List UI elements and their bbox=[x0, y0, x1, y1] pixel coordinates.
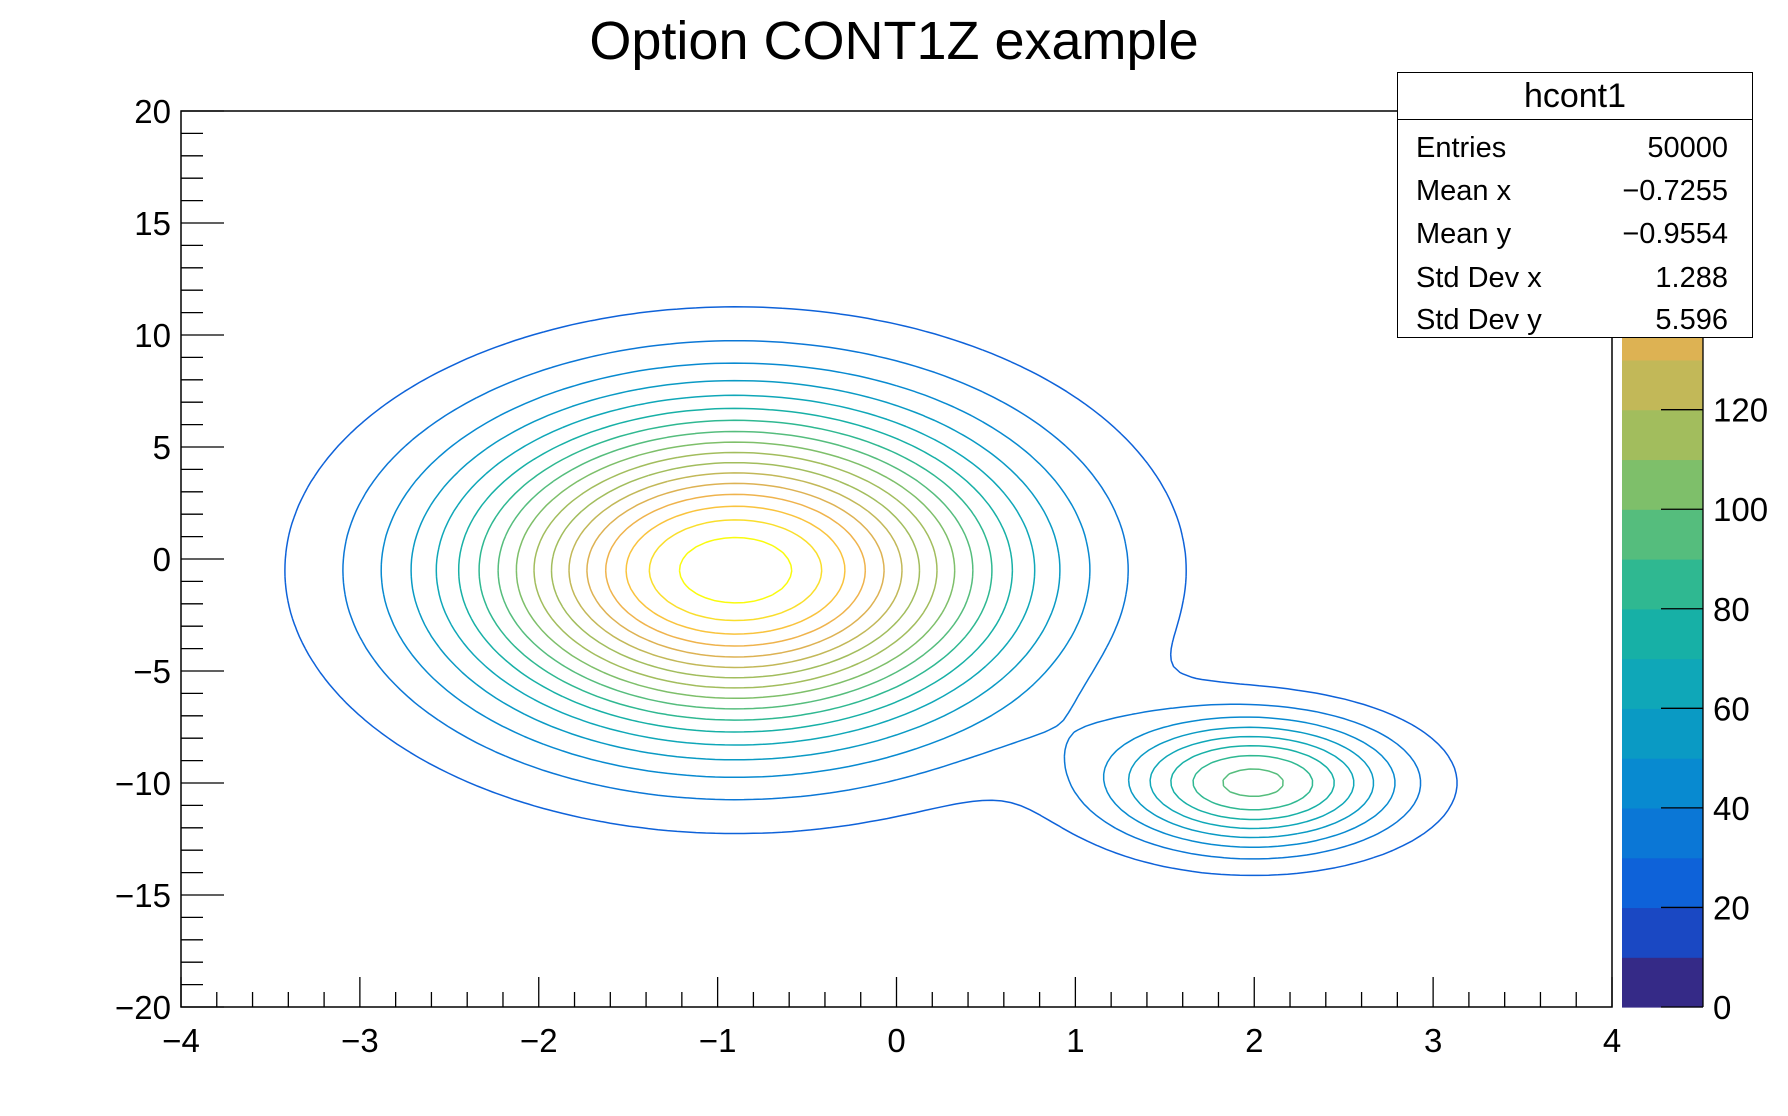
stats-box: hcont1 Entries 50000 Mean x −0.7255 Mean… bbox=[1397, 72, 1753, 338]
contour-level bbox=[284, 306, 1458, 877]
contour-level bbox=[410, 379, 1375, 839]
palette-band bbox=[1622, 907, 1703, 958]
x-tick-label: −2 bbox=[520, 1022, 558, 1059]
stats-row-entries: Entries 50000 bbox=[1416, 127, 1728, 169]
palette-band bbox=[1622, 708, 1703, 759]
contour-level bbox=[515, 441, 956, 700]
x-tick-label: 0 bbox=[887, 1022, 905, 1059]
contour-level bbox=[478, 419, 1314, 811]
z-tick-label: 40 bbox=[1713, 790, 1750, 827]
contour-lines bbox=[284, 306, 1458, 877]
contour-level bbox=[625, 505, 846, 635]
stats-value: 1.288 bbox=[1655, 262, 1728, 294]
contour-level bbox=[457, 407, 1335, 821]
palette-band bbox=[1622, 559, 1703, 610]
z-axis: 0 20 40 60 80 100 120 bbox=[1661, 110, 1768, 1026]
x-tick-label: 1 bbox=[1066, 1022, 1084, 1059]
stats-label: Entries bbox=[1416, 132, 1507, 164]
palette-band bbox=[1622, 857, 1703, 909]
stats-row-mean-y: Mean y −0.9554 bbox=[1416, 213, 1728, 255]
y-tick-label: −15 bbox=[115, 877, 171, 914]
z-tick-label: 20 bbox=[1713, 889, 1750, 926]
contour-level bbox=[648, 519, 823, 622]
palette-band bbox=[1622, 957, 1703, 1008]
contour-level bbox=[550, 461, 921, 679]
palette-band bbox=[1622, 758, 1703, 809]
stats-row-std-x: Std Dev x 1.288 bbox=[1416, 257, 1728, 299]
palette-band bbox=[1622, 459, 1703, 510]
y-tick-label: −5 bbox=[133, 653, 171, 690]
x-tick-label: −3 bbox=[341, 1022, 379, 1059]
stats-value: 5.596 bbox=[1655, 304, 1728, 336]
x-tick-label: −4 bbox=[162, 1022, 200, 1059]
stats-row-mean-x: Mean x −0.7255 bbox=[1416, 170, 1728, 212]
contour-level bbox=[533, 451, 938, 689]
contour-level bbox=[678, 536, 793, 604]
z-tick-label: 120 bbox=[1713, 392, 1768, 429]
x-tick-label: −1 bbox=[699, 1022, 737, 1059]
x-tick-label: 2 bbox=[1245, 1022, 1263, 1059]
stats-label: Mean y bbox=[1416, 218, 1512, 250]
stats-value: −0.7255 bbox=[1622, 175, 1728, 207]
palette-band bbox=[1622, 608, 1703, 660]
stats-value: −0.9554 bbox=[1622, 218, 1728, 250]
contour-level bbox=[435, 394, 1355, 830]
stats-label: Mean x bbox=[1416, 175, 1512, 207]
contour-level bbox=[568, 472, 903, 669]
z-tick-label: 100 bbox=[1713, 491, 1768, 528]
contour-level bbox=[342, 339, 1422, 860]
y-axis: −20 −15 −10 −5 0 5 10 15 20 bbox=[115, 93, 224, 1026]
y-tick-label: 0 bbox=[153, 541, 171, 578]
stats-label: Std Dev y bbox=[1416, 304, 1542, 336]
y-tick-label: 5 bbox=[153, 429, 171, 466]
palette-band bbox=[1622, 359, 1703, 411]
palette-band bbox=[1622, 509, 1703, 560]
contour-level bbox=[497, 430, 1284, 798]
stats-label: Std Dev x bbox=[1416, 262, 1542, 294]
palette-band bbox=[1622, 807, 1703, 859]
contour-level bbox=[586, 482, 885, 658]
stats-row-std-y: Std Dev y 5.596 bbox=[1416, 299, 1728, 341]
y-tick-label: 20 bbox=[134, 93, 171, 130]
y-tick-label: 15 bbox=[134, 205, 171, 242]
x-tick-label: 4 bbox=[1603, 1022, 1621, 1059]
y-tick-label: −20 bbox=[115, 989, 171, 1026]
z-tick-label: 0 bbox=[1713, 989, 1731, 1026]
y-tick-label: −10 bbox=[115, 765, 171, 802]
stats-value: 50000 bbox=[1647, 132, 1728, 164]
chart-title: Option CONT1Z example bbox=[589, 11, 1199, 71]
palette-band bbox=[1622, 409, 1703, 461]
x-axis: −4 −3 −2 −1 0 1 2 3 4 bbox=[162, 977, 1621, 1059]
stats-title: hcont1 bbox=[1398, 73, 1752, 120]
x-tick-label: 3 bbox=[1424, 1022, 1442, 1059]
y-tick-label: 10 bbox=[134, 317, 171, 354]
z-tick-label: 80 bbox=[1713, 591, 1750, 628]
z-tick-label: 60 bbox=[1713, 690, 1750, 727]
contour-level bbox=[380, 362, 1396, 848]
contour-level bbox=[604, 493, 867, 647]
palette-band bbox=[1622, 658, 1703, 709]
